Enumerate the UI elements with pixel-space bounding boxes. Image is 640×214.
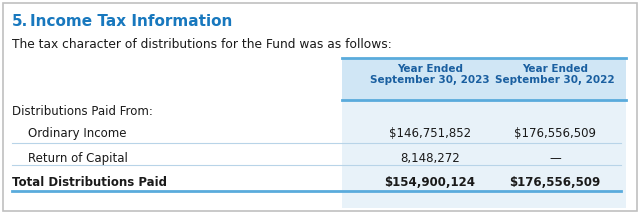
Text: $176,556,509: $176,556,509 (514, 127, 596, 140)
Text: $146,751,852: $146,751,852 (389, 127, 471, 140)
Text: September 30, 2022: September 30, 2022 (495, 75, 615, 85)
Text: Year Ended: Year Ended (397, 64, 463, 74)
Bar (342, 58, 626, 100)
Text: —: — (549, 152, 561, 165)
Text: September 30, 2023: September 30, 2023 (370, 75, 490, 85)
Text: $154,900,124: $154,900,124 (385, 176, 476, 189)
FancyBboxPatch shape (3, 3, 637, 211)
Text: 8,148,272: 8,148,272 (400, 152, 460, 165)
Text: Year Ended: Year Ended (522, 64, 588, 74)
Text: Distributions Paid From:: Distributions Paid From: (12, 105, 153, 118)
Text: Total Distributions Paid: Total Distributions Paid (12, 176, 167, 189)
Bar (342, 58, 626, 208)
Text: $176,556,509: $176,556,509 (509, 176, 600, 189)
Text: Return of Capital: Return of Capital (28, 152, 128, 165)
Text: 5.: 5. (12, 14, 28, 29)
Text: The tax character of distributions for the Fund was as follows:: The tax character of distributions for t… (12, 38, 392, 51)
Text: Ordinary Income: Ordinary Income (28, 127, 127, 140)
Text: Income Tax Information: Income Tax Information (30, 14, 232, 29)
